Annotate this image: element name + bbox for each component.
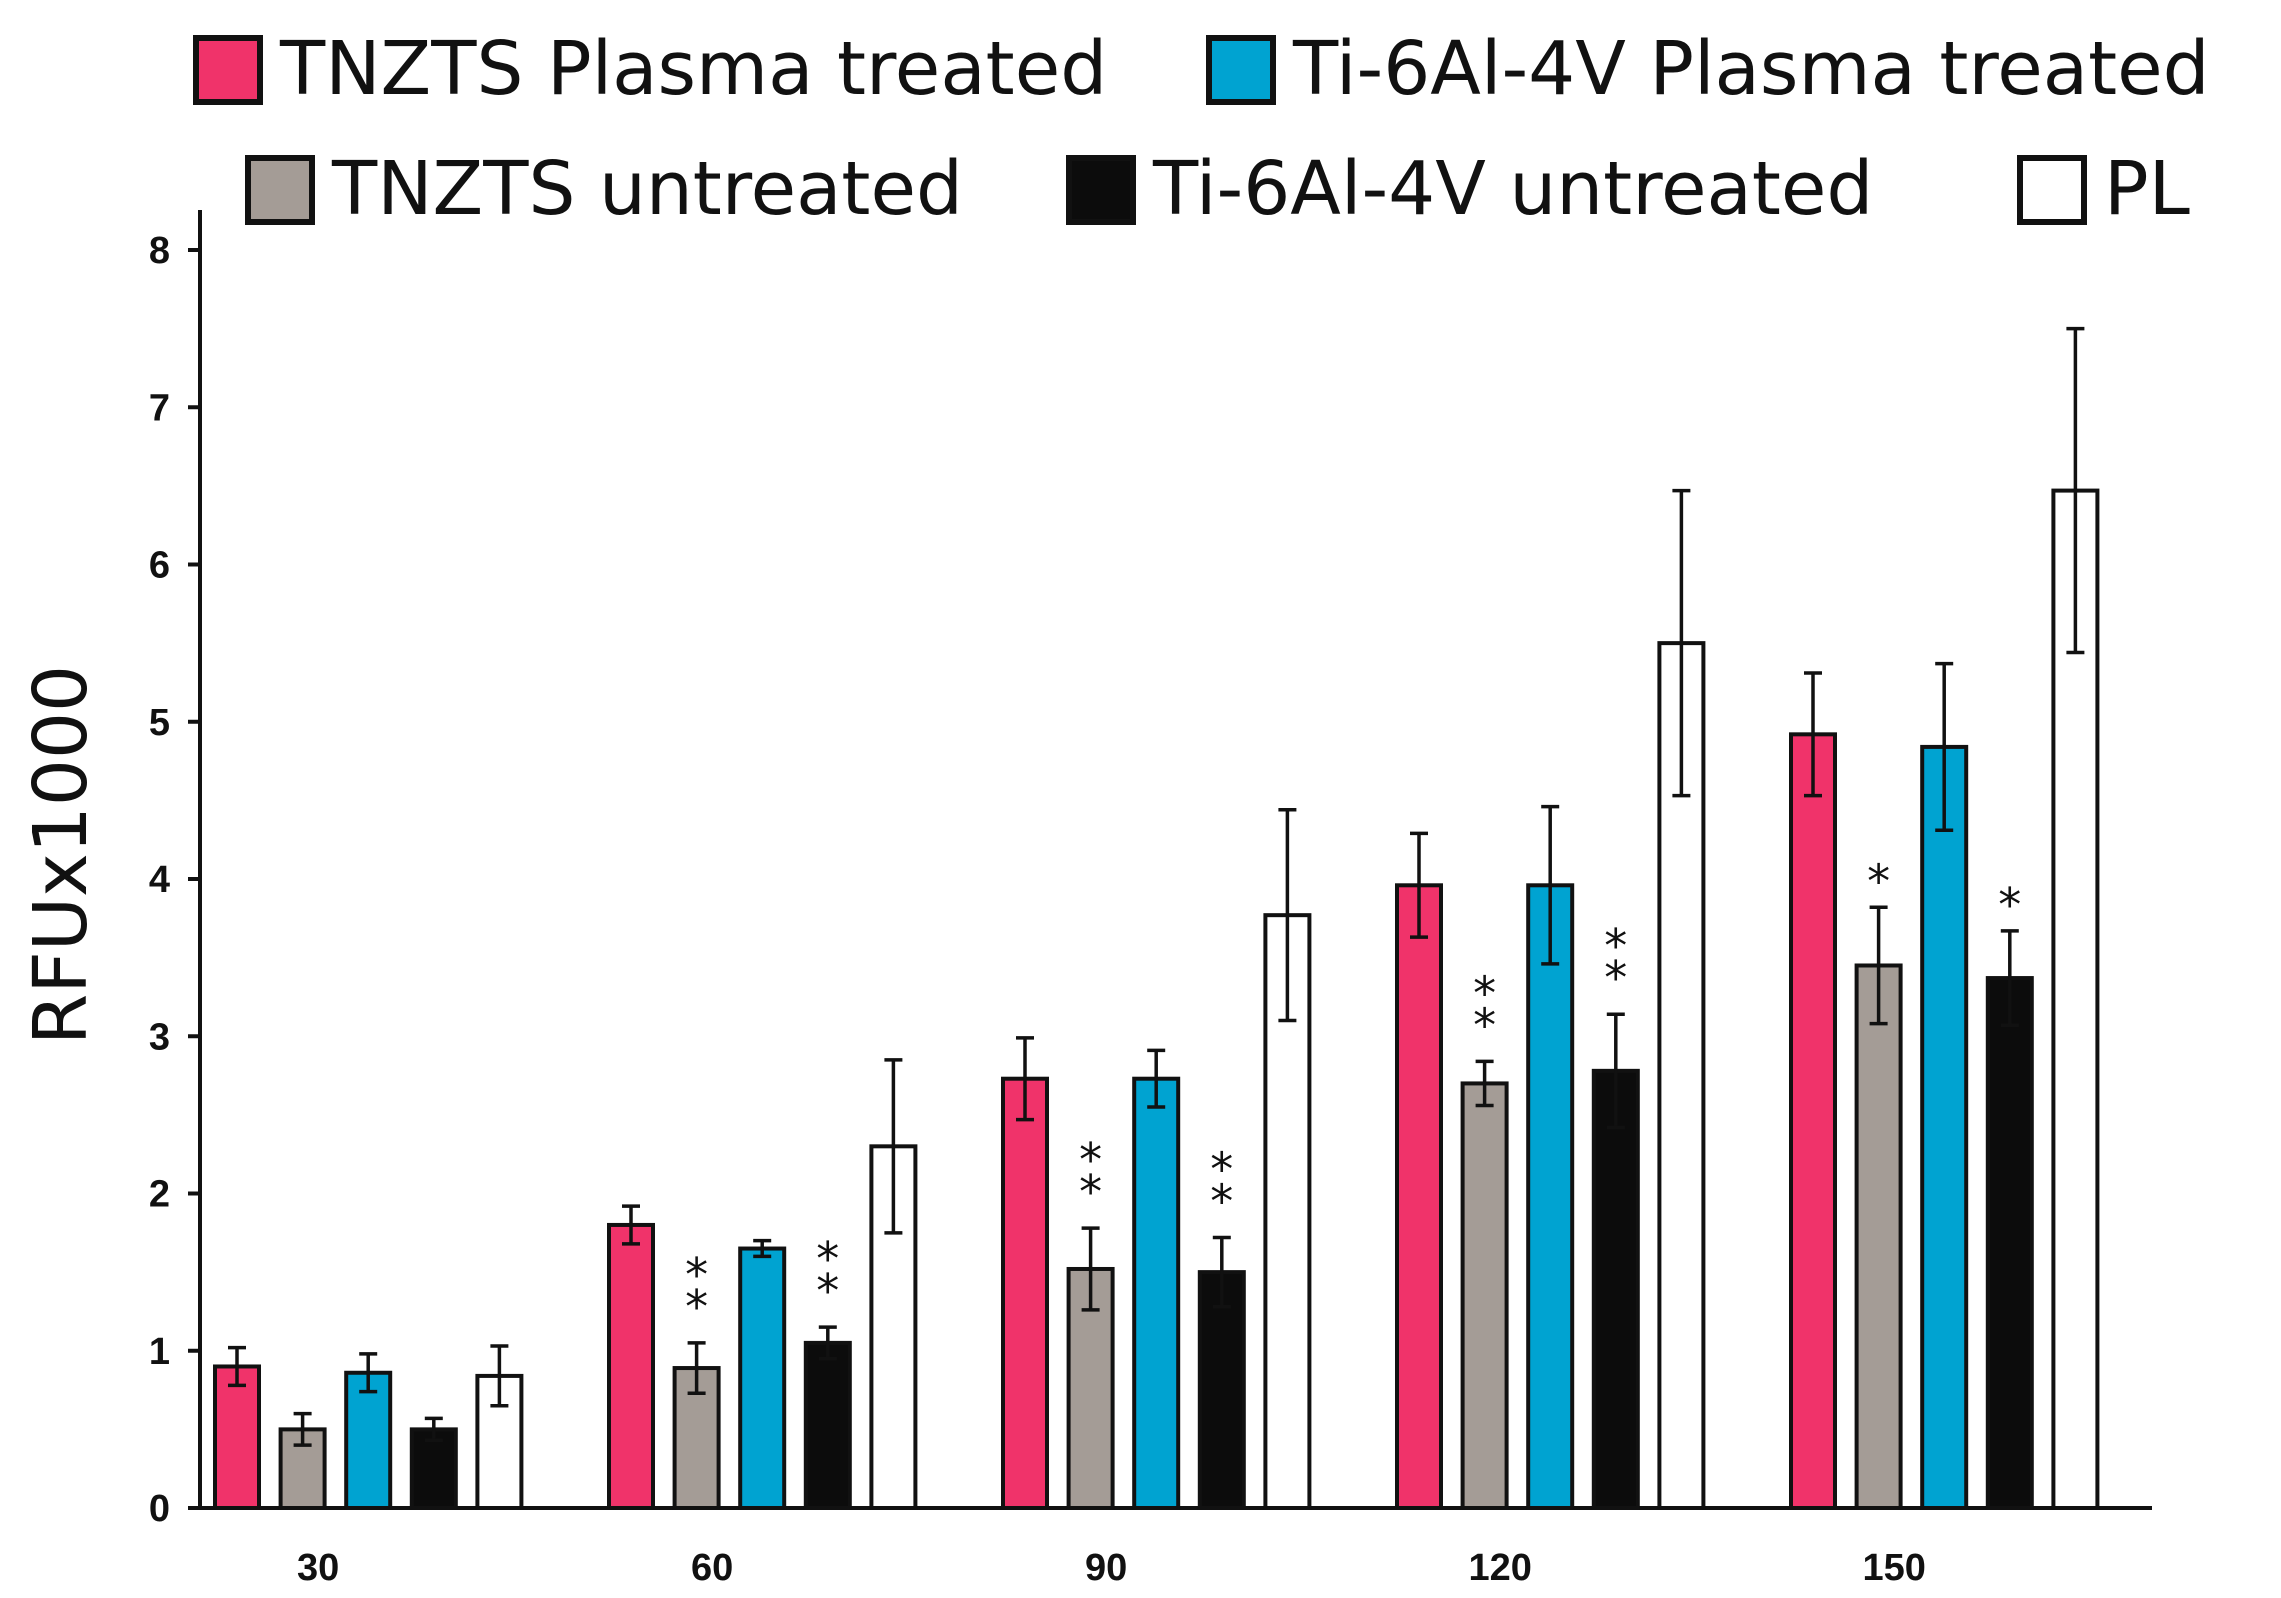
bar [1789,732,1837,1510]
significance-label: * * [1473,966,1496,1052]
x-tick-label: 150 [1862,1547,1925,1589]
y-tick-label: 3 [149,1016,170,1058]
bar [1985,976,2034,1510]
legend-item: Ti-6Al-4V untreated [1066,146,1873,232]
x-tick-label: 30 [297,1547,339,1589]
bar [213,1364,261,1510]
bar [344,1370,393,1511]
significance-label: * * [816,1232,839,1318]
legend-label: TNZTS Plasma treated [279,26,1107,112]
significance-label: * [1867,854,1890,908]
significance-label: * * [1604,919,1627,1005]
legend-swatch [193,35,263,105]
legend-label: Ti-6Al-4V untreated [1152,146,1873,232]
bar [1395,883,1443,1510]
legend-item: TNZTS untreated [245,146,963,232]
y-tick-label: 4 [149,859,170,901]
legend-swatch [2017,155,2087,225]
bar [1460,1081,1509,1511]
bar [1854,963,1903,1510]
significance-label: * * [685,1248,708,1334]
bar [1920,744,1969,1510]
legend-swatch [245,155,315,225]
x-tick-label: 90 [1085,1547,1127,1589]
x-tick-label: 60 [691,1547,733,1589]
significance-label: * [1998,878,2021,932]
y-axis: 0 1 2 3 4 5 6 7 8 [149,210,202,1530]
legend-swatch [1066,155,1136,225]
y-tick-label: 0 [149,1488,170,1530]
bar [607,1222,655,1510]
significance-label: * * [1210,1143,1233,1229]
bars-layer: * ** ** * * ** ** ** * [213,326,2100,1511]
bar [803,1340,852,1510]
y-tick-label: 6 [149,545,170,587]
bar [278,1427,327,1510]
x-axis: 30 60 90 120 150 [200,1506,2152,1589]
y-tick-label: 1 [149,1331,170,1373]
legend-label: PL [2104,146,2190,232]
bar [1001,1076,1049,1511]
bar [738,1246,787,1510]
y-axis-label: RFUx1000 [18,665,104,1045]
y-tick-label: 5 [149,702,170,744]
legend: TNZTS Plasma treated Ti-6Al-4V Plasma tre… [193,26,2210,232]
legend-label: TNZTS untreated [331,146,963,232]
legend-item: PL [2017,146,2190,232]
legend-item: TNZTS Plasma treated [193,26,1107,112]
significance-label: * * [1079,1133,1102,1219]
bar [1591,1068,1640,1510]
bar [2051,488,2100,1510]
legend-swatch [1206,35,1276,105]
y-tick-label: 8 [149,230,170,272]
legend-label: Ti-6Al-4V Plasma treated [1292,26,2210,112]
legend-item: Ti-6Al-4V Plasma treated [1206,26,2210,112]
x-tick-label: 120 [1468,1547,1531,1589]
y-tick-label: 2 [149,1174,170,1216]
bar [1132,1076,1181,1511]
y-tick-label: 7 [149,387,170,429]
bar [1526,883,1575,1510]
